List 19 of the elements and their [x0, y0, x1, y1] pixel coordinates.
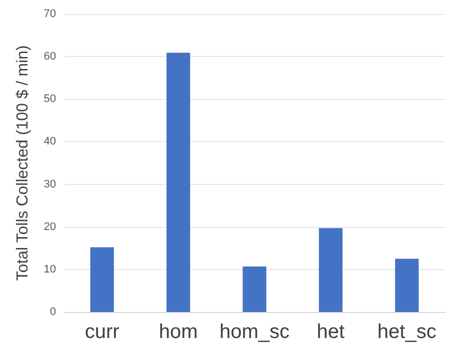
- bar: [166, 52, 190, 312]
- y-axis-title: Total Tolls Collected (100 $ / min): [14, 45, 32, 281]
- x-tick-label: het: [316, 321, 346, 343]
- y-tick-label: 60: [44, 50, 56, 63]
- y-tick-label: 40: [44, 136, 56, 148]
- x-tick-label: hom_sc: [219, 321, 290, 343]
- bar: [90, 247, 114, 312]
- x-tick-label: curr: [84, 321, 120, 343]
- y-tick-label: 50: [44, 93, 56, 106]
- y-tick-label: 70: [44, 8, 56, 20]
- y-tick-label: 30: [44, 178, 56, 190]
- y-tick-label: 20: [44, 220, 56, 233]
- y-tick-label: 10: [44, 263, 56, 276]
- bar: [242, 266, 266, 312]
- y-tick-label: 0: [50, 306, 56, 318]
- bar: [395, 258, 419, 312]
- x-tick-label: hom: [158, 321, 198, 343]
- bar: [318, 228, 343, 312]
- x-tick-label: het_sc: [377, 321, 436, 343]
